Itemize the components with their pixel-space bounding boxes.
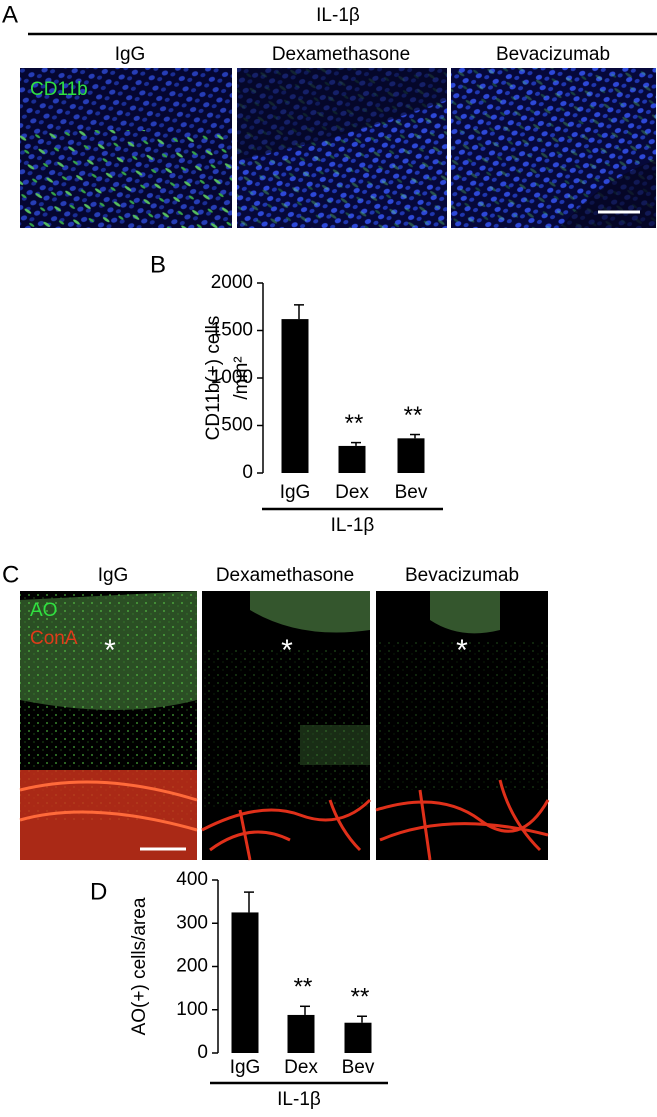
- column-label: Dexamethasone: [216, 565, 354, 586]
- y-tick-label: 0: [197, 1042, 208, 1063]
- micrograph: [20, 68, 232, 228]
- asterisk: *: [281, 634, 293, 667]
- y-tick-label: 200: [176, 956, 208, 977]
- stain-label: CD11b: [30, 79, 88, 100]
- x-tick-label: IgG: [230, 1057, 261, 1078]
- panel-label: B: [150, 251, 166, 278]
- x-axis-label: IL-1β: [277, 1089, 321, 1110]
- bar: [338, 445, 366, 473]
- y-tick-label: 100: [176, 999, 208, 1020]
- x-tick-label: Bev: [342, 1057, 375, 1078]
- micrograph: [201, 591, 372, 861]
- bar: [287, 1014, 315, 1053]
- stain-label: AO: [30, 600, 57, 621]
- group-label: IL-1β: [316, 5, 360, 26]
- asterisk: *: [104, 634, 116, 667]
- significance: **: [404, 402, 423, 429]
- column-label: IgG: [115, 44, 146, 65]
- significance: **: [294, 974, 313, 1001]
- column-label: IgG: [98, 565, 129, 586]
- asterisk: *: [456, 634, 468, 667]
- x-tick-label: Dex: [335, 482, 369, 503]
- panel-label: A: [2, 1, 18, 28]
- bar: [281, 319, 309, 473]
- x-tick-label: Bev: [395, 482, 428, 503]
- bar: [231, 912, 259, 1053]
- y-tick-label: 0: [242, 462, 253, 483]
- y-axis-label: CD11b(+) cells: [203, 316, 224, 441]
- x-axis-label: IL-1β: [331, 515, 375, 536]
- micrograph: [237, 68, 447, 228]
- panel-label: C: [2, 561, 19, 588]
- bar: [344, 1022, 372, 1053]
- y-tick-label: 300: [176, 912, 208, 933]
- micrograph: [451, 68, 656, 228]
- bar: [397, 438, 425, 473]
- column-label: Dexamethasone: [272, 44, 410, 65]
- y-tick-label: 2000: [211, 272, 253, 293]
- x-tick-label: Dex: [284, 1057, 318, 1078]
- x-tick-label: IgG: [280, 482, 311, 503]
- y-axis-label: AO(+) cells/area: [129, 897, 150, 1035]
- y-tick-label: 1500: [211, 320, 253, 341]
- y-tick-label: 1000: [211, 367, 253, 388]
- column-label: Bevacizumab: [405, 565, 519, 586]
- y-axis-label: /mm²: [231, 356, 252, 399]
- micrograph: [375, 591, 550, 861]
- significance: **: [345, 410, 364, 437]
- stain-label: ConA: [30, 628, 78, 649]
- column-label: Bevacizumab: [496, 44, 610, 65]
- y-tick-label: 500: [221, 415, 253, 436]
- panel-label: D: [90, 878, 107, 905]
- significance: **: [351, 984, 370, 1011]
- micrograph: [19, 591, 198, 860]
- y-tick-label: 400: [176, 869, 208, 890]
